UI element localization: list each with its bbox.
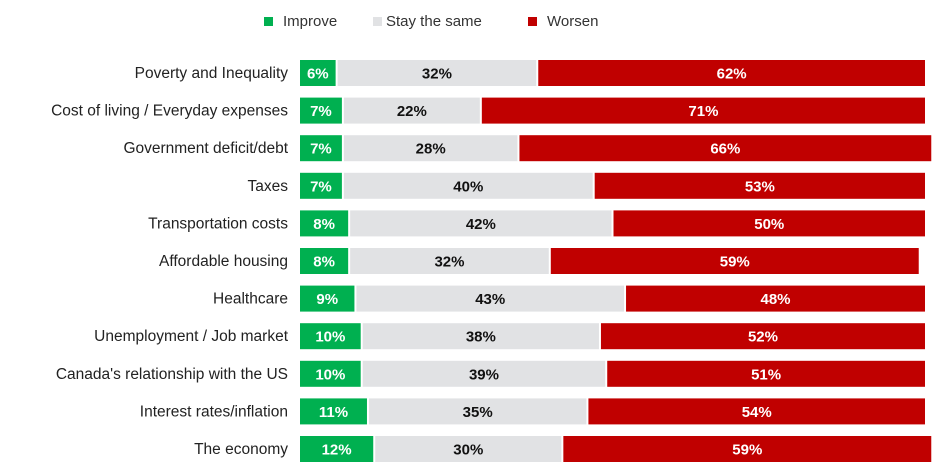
bar-stay-the-same bbox=[350, 248, 549, 274]
data-label: 40% bbox=[453, 178, 483, 195]
bar-worsen bbox=[626, 285, 925, 312]
bar-stay-the-same bbox=[350, 210, 612, 237]
data-label: 42% bbox=[466, 216, 496, 233]
data-label: 7% bbox=[310, 103, 332, 120]
bar-improve bbox=[300, 248, 349, 274]
bar-stay-the-same bbox=[343, 97, 480, 124]
bar-stay-the-same bbox=[343, 172, 593, 199]
bar-stay-the-same bbox=[368, 398, 587, 425]
data-label: 71% bbox=[688, 103, 718, 120]
bar-worsen bbox=[600, 323, 925, 350]
category-label: Cost of living / Everyday expenses bbox=[51, 103, 288, 120]
data-label: 32% bbox=[434, 254, 464, 271]
legend-item-worsen: Worsen bbox=[528, 13, 598, 30]
bar-improve bbox=[300, 398, 367, 425]
data-label: 53% bbox=[745, 178, 775, 195]
legend-swatch-stay bbox=[373, 17, 382, 26]
data-label: 35% bbox=[463, 404, 493, 421]
data-label: 6% bbox=[307, 66, 329, 83]
legend-item-improve: Improve bbox=[264, 13, 337, 30]
data-label: 43% bbox=[475, 291, 505, 308]
bar-improve bbox=[300, 360, 361, 387]
data-label: 7% bbox=[310, 141, 332, 158]
data-label: 9% bbox=[316, 291, 338, 308]
data-label: 10% bbox=[315, 366, 345, 383]
bar-stay-the-same bbox=[356, 285, 625, 312]
bar-stay-the-same bbox=[362, 323, 599, 350]
legend-swatch-worsen bbox=[528, 17, 537, 26]
category-label: Government deficit/debt bbox=[123, 140, 288, 157]
data-label: 51% bbox=[751, 366, 781, 383]
legend-swatch-improve bbox=[264, 17, 273, 26]
bar-improve bbox=[300, 135, 342, 162]
bar-worsen bbox=[481, 97, 925, 124]
bar-worsen bbox=[550, 248, 919, 274]
data-label: 30% bbox=[453, 442, 483, 459]
data-label: 11% bbox=[319, 404, 348, 421]
data-label: 22% bbox=[397, 103, 427, 120]
legend-label: Stay the same bbox=[386, 13, 482, 30]
category-label: Affordable housing bbox=[159, 253, 288, 270]
legend-item-stay: Stay the same bbox=[373, 13, 482, 30]
data-label: 59% bbox=[732, 442, 762, 459]
legend: Improve Stay the same Worsen bbox=[0, 13, 936, 33]
legend-label: Improve bbox=[283, 13, 338, 30]
bar-worsen bbox=[594, 172, 925, 199]
bar-improve bbox=[300, 60, 336, 86]
category-label: Taxes bbox=[248, 178, 289, 195]
data-label: 12% bbox=[322, 442, 352, 459]
data-label: 28% bbox=[416, 141, 446, 158]
bar-worsen bbox=[538, 60, 925, 86]
bar-improve bbox=[300, 323, 361, 350]
bar-stay-the-same bbox=[375, 436, 562, 462]
category-label: Transportation costs bbox=[148, 215, 288, 232]
data-label: 8% bbox=[313, 216, 335, 233]
data-label: 32% bbox=[422, 66, 452, 83]
data-label: 48% bbox=[761, 291, 791, 308]
legend-label: Worsen bbox=[547, 13, 599, 30]
bar-stay-the-same bbox=[337, 60, 537, 86]
category-label: Canada's relationship with the US bbox=[56, 366, 288, 383]
bar-improve bbox=[300, 285, 355, 312]
data-label: 52% bbox=[748, 329, 778, 346]
bar-improve bbox=[300, 210, 349, 237]
data-label: 54% bbox=[742, 404, 772, 421]
bar-improve bbox=[300, 172, 342, 199]
bar-worsen bbox=[519, 135, 932, 162]
data-label: 50% bbox=[754, 216, 784, 233]
bar-worsen bbox=[613, 210, 925, 237]
bar-stay-the-same bbox=[362, 360, 606, 387]
category-label: Interest rates/inflation bbox=[140, 403, 288, 420]
data-label: 8% bbox=[313, 254, 335, 271]
category-label: Healthcare bbox=[213, 291, 288, 308]
category-label: Unemployment / Job market bbox=[94, 328, 289, 345]
data-label: 66% bbox=[710, 141, 740, 158]
bar-worsen bbox=[563, 436, 932, 462]
category-label: The economy bbox=[194, 441, 288, 458]
bar-stay-the-same bbox=[343, 135, 518, 162]
data-label: 38% bbox=[466, 329, 496, 346]
data-label: 10% bbox=[315, 329, 345, 346]
bar-worsen bbox=[588, 398, 925, 425]
bar-improve bbox=[300, 436, 374, 462]
bar-improve bbox=[300, 97, 342, 124]
data-label: 59% bbox=[720, 254, 750, 271]
data-label: 39% bbox=[469, 366, 499, 383]
bar-worsen bbox=[607, 360, 925, 387]
category-label: Poverty and Inequality bbox=[135, 65, 289, 82]
data-label: 62% bbox=[717, 66, 747, 83]
data-label: 7% bbox=[310, 178, 332, 195]
